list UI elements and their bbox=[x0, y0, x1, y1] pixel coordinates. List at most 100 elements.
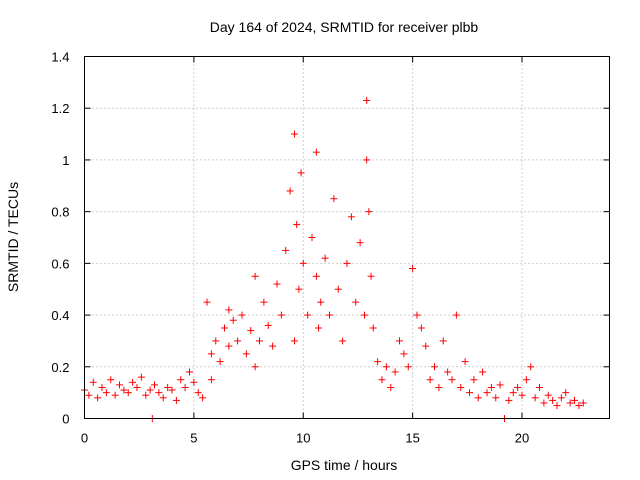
x-tick-label: 0 bbox=[81, 431, 88, 446]
data-point bbox=[571, 396, 578, 404]
data-point bbox=[330, 195, 338, 203]
data-point bbox=[172, 396, 180, 404]
data-point bbox=[363, 96, 371, 104]
data-point bbox=[238, 311, 246, 319]
data-point bbox=[557, 394, 565, 402]
data-point bbox=[562, 389, 570, 397]
data-point bbox=[221, 324, 228, 332]
data-point bbox=[137, 373, 145, 381]
data-point bbox=[247, 327, 255, 335]
data-point bbox=[496, 381, 504, 389]
data-point bbox=[282, 246, 290, 254]
chart-title: Day 164 of 2024, SRMTID for receiver plb… bbox=[210, 19, 479, 35]
data-point bbox=[234, 337, 242, 345]
x-axis-label: GPS time / hours bbox=[291, 457, 398, 473]
plot-frame bbox=[84, 56, 610, 419]
data-point bbox=[277, 311, 285, 319]
y-tick-label: 0.2 bbox=[51, 360, 69, 375]
data-point bbox=[297, 169, 305, 177]
data-point bbox=[413, 311, 421, 319]
data-point bbox=[566, 399, 574, 407]
y-tick-label: 1 bbox=[62, 153, 69, 168]
data-point bbox=[339, 337, 347, 345]
y-tick-label: 0.8 bbox=[51, 205, 69, 220]
data-point bbox=[225, 306, 233, 314]
x-tick-label: 15 bbox=[405, 431, 419, 446]
data-point bbox=[487, 383, 495, 391]
data-point bbox=[308, 234, 316, 241]
data-point bbox=[129, 378, 137, 386]
y-axis-label: SRMTID / TECUs bbox=[5, 182, 21, 292]
data-point bbox=[470, 376, 478, 384]
data-point bbox=[387, 383, 395, 391]
data-point bbox=[212, 337, 220, 345]
data-point bbox=[367, 272, 375, 280]
data-point bbox=[151, 381, 158, 389]
data-point bbox=[518, 391, 526, 399]
data-point bbox=[168, 386, 176, 394]
data-point bbox=[124, 389, 132, 397]
data-point bbox=[356, 239, 364, 247]
data-point bbox=[396, 337, 403, 345]
data-point bbox=[378, 376, 386, 384]
data-point bbox=[146, 386, 154, 394]
data-point bbox=[365, 208, 373, 216]
data-point bbox=[374, 358, 382, 366]
data-point bbox=[439, 337, 447, 345]
data-point bbox=[544, 391, 552, 399]
data-point bbox=[343, 259, 351, 267]
data-point bbox=[326, 311, 333, 319]
grid-lines bbox=[84, 56, 610, 419]
data-point bbox=[315, 324, 323, 332]
data-point bbox=[229, 316, 237, 324]
data-point bbox=[116, 381, 123, 389]
data-point bbox=[317, 298, 325, 306]
data-point bbox=[291, 337, 298, 345]
data-point bbox=[102, 389, 110, 397]
data-point bbox=[352, 298, 360, 306]
data-point bbox=[94, 394, 102, 402]
data-point bbox=[382, 363, 390, 371]
data-point bbox=[207, 376, 215, 384]
data-point bbox=[111, 391, 119, 399]
data-point bbox=[509, 389, 517, 397]
data-point bbox=[291, 130, 298, 138]
data-point bbox=[85, 391, 93, 399]
data-point bbox=[579, 399, 587, 407]
data-point bbox=[225, 342, 233, 350]
data-point bbox=[334, 285, 342, 293]
data-point bbox=[142, 391, 150, 399]
data-point bbox=[264, 321, 272, 329]
data-point bbox=[479, 368, 487, 376]
data-point bbox=[431, 363, 438, 371]
data-point bbox=[194, 389, 202, 397]
y-tick-label: 1.4 bbox=[51, 50, 69, 65]
x-tick-label: 10 bbox=[296, 431, 310, 446]
axis-ticks: 0 0.2 0.4 0.6 0.8 1 1.2 1.4 0 5 10 15 20 bbox=[51, 50, 610, 446]
data-point bbox=[293, 221, 301, 229]
data-point bbox=[190, 378, 198, 386]
data-point bbox=[514, 383, 522, 391]
data-point bbox=[251, 363, 259, 371]
data-point bbox=[474, 394, 482, 402]
data-point bbox=[260, 298, 268, 306]
data-point bbox=[505, 396, 513, 404]
data-point bbox=[89, 378, 97, 386]
data-point bbox=[107, 376, 115, 384]
data-point bbox=[251, 272, 259, 280]
data-point bbox=[321, 254, 329, 262]
y-tick-label: 0.6 bbox=[51, 256, 69, 271]
data-point bbox=[155, 389, 163, 397]
data-point bbox=[363, 156, 371, 164]
data-point bbox=[444, 368, 452, 376]
data-point bbox=[312, 148, 320, 156]
y-tick-label: 1.2 bbox=[51, 101, 69, 116]
data-point bbox=[466, 389, 473, 397]
data-point bbox=[299, 259, 307, 267]
data-point bbox=[269, 342, 277, 350]
data-point bbox=[216, 358, 224, 366]
data-point bbox=[181, 383, 189, 391]
data-point bbox=[242, 350, 250, 358]
data-point bbox=[422, 342, 430, 350]
